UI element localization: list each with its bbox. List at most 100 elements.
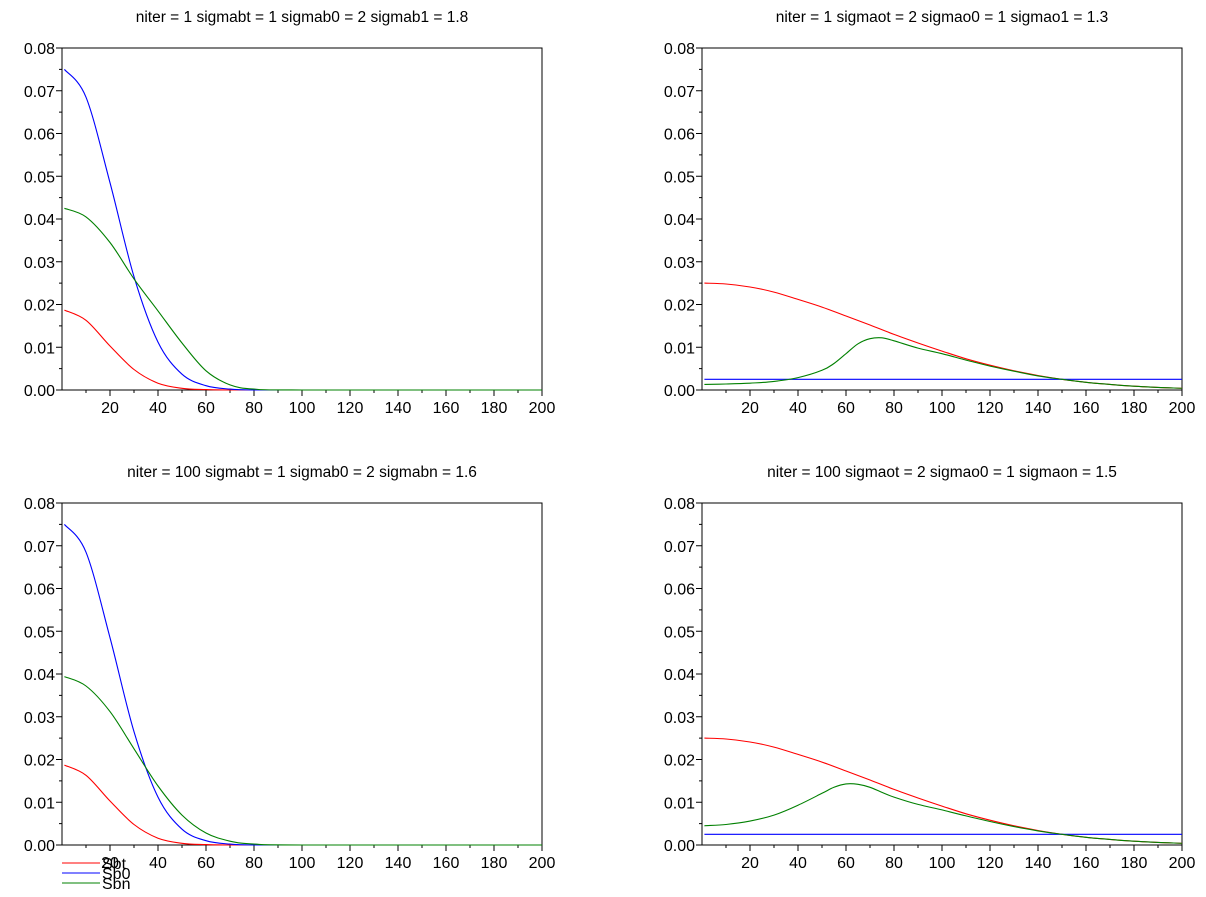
x-tick-label: 200 bbox=[1169, 400, 1196, 417]
x-tick-label: 40 bbox=[149, 400, 167, 417]
x-tick-label: 80 bbox=[885, 400, 903, 417]
x-tick-label: 140 bbox=[385, 855, 412, 872]
x-tick-label: 80 bbox=[885, 855, 903, 872]
y-tick-label: 0.05 bbox=[664, 169, 695, 186]
y-tick-label: 0.05 bbox=[24, 624, 55, 641]
x-tick-label: 20 bbox=[101, 400, 119, 417]
y-tick-label: 0.07 bbox=[24, 84, 55, 101]
x-tick-label: 120 bbox=[337, 400, 364, 417]
y-tick-label: 0.03 bbox=[664, 710, 695, 727]
x-tick-label: 100 bbox=[929, 400, 956, 417]
series-line-2 bbox=[63, 69, 542, 391]
x-tick-label: 180 bbox=[1121, 855, 1148, 872]
y-tick-label: 0.05 bbox=[664, 624, 695, 641]
x-tick-label: 140 bbox=[1025, 400, 1052, 417]
series-line-1 bbox=[64, 764, 542, 846]
plot-frame bbox=[701, 47, 1183, 391]
y-tick-label: 0.01 bbox=[24, 340, 55, 357]
x-tick-label: 200 bbox=[1169, 855, 1196, 872]
y-tick-label: 0.04 bbox=[664, 212, 695, 229]
x-tick-label: 160 bbox=[433, 400, 460, 417]
y-tick-label: 0.02 bbox=[664, 753, 695, 770]
y-tick-label: 0.04 bbox=[664, 667, 695, 684]
x-tick-label: 80 bbox=[245, 855, 263, 872]
x-tick-label: 60 bbox=[197, 400, 215, 417]
series-line-3 bbox=[64, 676, 542, 846]
y-tick-label: 0.02 bbox=[664, 298, 695, 315]
y-tick-label: 0.06 bbox=[24, 127, 55, 144]
y-tick-label: 0.04 bbox=[24, 212, 55, 229]
x-tick-label: 60 bbox=[197, 855, 215, 872]
y-tick-label: 0.08 bbox=[24, 41, 55, 58]
chart-panel-2: niter = 1 sigmaot = 2 sigmao0 = 1 sigmao… bbox=[664, 9, 1196, 417]
x-tick-label: 140 bbox=[385, 400, 412, 417]
y-tick-label: 0.00 bbox=[664, 383, 695, 400]
x-tick-label: 40 bbox=[789, 400, 807, 417]
y-tick-label: 0.07 bbox=[664, 539, 695, 556]
x-tick-label: 160 bbox=[1073, 855, 1100, 872]
y-tick-label: 0.08 bbox=[664, 41, 695, 58]
y-tick-label: 0.06 bbox=[664, 582, 695, 599]
y-tick-label: 0.00 bbox=[664, 838, 695, 855]
x-tick-label: 40 bbox=[149, 855, 167, 872]
x-tick-label: 160 bbox=[1073, 400, 1100, 417]
x-tick-label: 40 bbox=[789, 855, 807, 872]
x-tick-label: 140 bbox=[1025, 855, 1052, 872]
plot-frame bbox=[61, 47, 543, 391]
x-tick-label: 160 bbox=[433, 855, 460, 872]
chart-title: niter = 1 sigmaot = 2 sigmao0 = 1 sigmao… bbox=[776, 9, 1109, 26]
chart-panel-3: niter = 100 sigmabt = 1 sigmab0 = 2 sigm… bbox=[24, 464, 556, 893]
y-tick-label: 0.01 bbox=[664, 795, 695, 812]
x-tick-label: 100 bbox=[289, 855, 316, 872]
x-tick-label: 180 bbox=[1121, 400, 1148, 417]
y-tick-label: 0.03 bbox=[24, 255, 55, 272]
y-tick-label: 0.07 bbox=[664, 84, 695, 101]
x-tick-label: 60 bbox=[837, 855, 855, 872]
x-tick-label: 80 bbox=[245, 400, 263, 417]
plot-frame bbox=[61, 502, 543, 846]
series-line-1 bbox=[704, 282, 1183, 389]
y-tick-label: 0.01 bbox=[664, 340, 695, 357]
y-tick-label: 0.06 bbox=[664, 127, 695, 144]
x-tick-label: 120 bbox=[977, 400, 1004, 417]
legend-label: Sbt bbox=[102, 856, 127, 873]
x-tick-label: 60 bbox=[837, 400, 855, 417]
x-tick-label: 20 bbox=[741, 855, 759, 872]
y-tick-label: 0.00 bbox=[24, 383, 55, 400]
plot-frame bbox=[701, 502, 1183, 846]
y-tick-label: 0.02 bbox=[24, 753, 55, 770]
x-tick-label: 120 bbox=[977, 855, 1004, 872]
y-tick-label: 0.03 bbox=[664, 255, 695, 272]
legend-label: Sbn bbox=[102, 876, 130, 893]
chart-title: niter = 1 sigmabt = 1 sigmab0 = 2 sigmab… bbox=[136, 9, 469, 26]
chart-panel-4: niter = 100 sigmaot = 2 sigmao0 = 1 sigm… bbox=[664, 464, 1196, 872]
series-line-3 bbox=[64, 207, 542, 391]
y-tick-label: 0.00 bbox=[24, 838, 55, 855]
series-line-1 bbox=[64, 309, 542, 391]
x-tick-label: 180 bbox=[481, 855, 508, 872]
legend-label: Sb0 bbox=[102, 866, 131, 883]
series-line-3 bbox=[704, 783, 1183, 844]
y-tick-label: 0.08 bbox=[664, 496, 695, 513]
x-tick-label: 120 bbox=[337, 855, 364, 872]
x-tick-label: 20 bbox=[741, 400, 759, 417]
x-tick-label: 20 bbox=[101, 855, 119, 872]
y-tick-label: 0.06 bbox=[24, 582, 55, 599]
y-tick-label: 0.04 bbox=[24, 667, 55, 684]
series-line-3 bbox=[704, 337, 1183, 389]
y-tick-label: 0.07 bbox=[24, 539, 55, 556]
x-tick-label: 100 bbox=[929, 855, 956, 872]
chart-title: niter = 100 sigmabt = 1 sigmab0 = 2 sigm… bbox=[127, 464, 477, 481]
x-tick-label: 100 bbox=[289, 400, 316, 417]
x-tick-label: 200 bbox=[529, 400, 556, 417]
y-tick-label: 0.05 bbox=[24, 169, 55, 186]
chart-title: niter = 100 sigmaot = 2 sigmao0 = 1 sigm… bbox=[767, 464, 1117, 481]
x-tick-label: 180 bbox=[481, 400, 508, 417]
y-tick-label: 0.08 bbox=[24, 496, 55, 513]
series-line-2 bbox=[63, 524, 542, 846]
series-line-1 bbox=[704, 737, 1183, 844]
y-tick-label: 0.03 bbox=[24, 710, 55, 727]
y-tick-label: 0.02 bbox=[24, 298, 55, 315]
